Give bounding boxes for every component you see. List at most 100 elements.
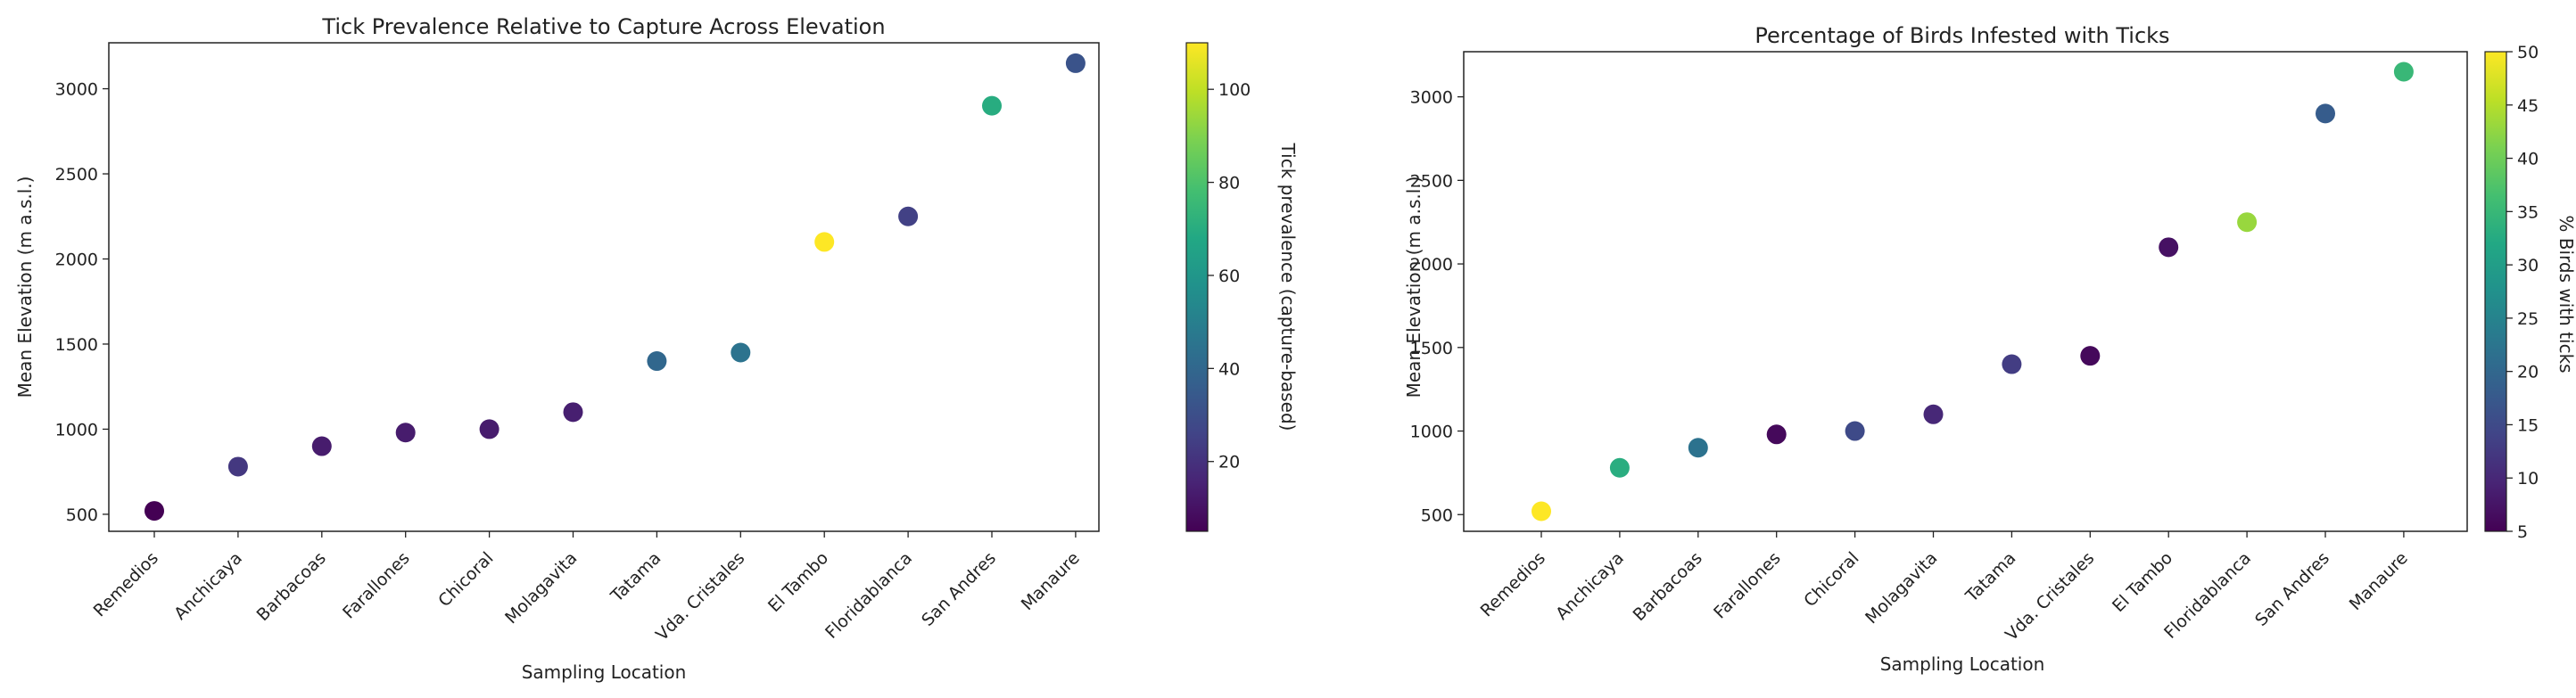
chart-left-ylabel-group: Mean Elevation (m a.s.l.) [14,177,36,398]
chart-right-cbtick-label: 25 [2517,309,2539,329]
chart-left-xtick-label: El Tambo [764,548,832,616]
chart-left-xtick-label: Floridablanca [822,548,916,643]
chart-right-point [2237,212,2258,233]
chart-right-ytick-label: 500 [1421,505,1453,525]
chart-right-cbtick-label: 20 [2517,363,2539,382]
chart-right-cbtick-label: 35 [2517,202,2539,222]
chart-right-point [2159,237,2179,258]
chart-right-point [2080,346,2101,366]
chart-left-xtick-label: Remedios [90,548,162,620]
chart-right-xtick-label: Chicoral [1800,548,1862,611]
chart-left-point [982,95,1002,116]
chart-right-xlabel: Sampling Location [1880,653,2045,675]
chart-right-point [2393,62,2414,82]
chart-left-ytick-label: 3000 [55,80,98,100]
chart-right-xtick-label: San Andres [2251,548,2333,630]
chart-left-xtick-label: Tatama [607,548,665,606]
chart-right-xtick-label: Farallones [1710,548,1785,623]
chart-left-x-axis: Remedios Anchicaya Barbacoas Farallones Chic… [90,531,1084,645]
chart-left-xtick-label: Vda. Cristales [652,548,748,645]
chart-right-xtick-label: Molagavita [1862,548,1941,628]
chart-left-colorbar-ticks: 20 40 60 80 100 [1208,80,1251,472]
chart-left-xtick-label: Manaure [1018,548,1084,614]
chart-right-point [2316,103,2335,124]
chart-right-ytick-label: 2500 [1410,171,1453,191]
chart-right-point [1609,457,1630,478]
chart-right-xtick-label: Remedios [1477,548,1549,620]
chart-left-plot-frame [108,42,1100,532]
chart-right-xtick-label: Barbacoas [1630,548,1706,625]
chart-right-x-axis: Remedios Anchicaya Barbacoas Farallones Chic… [1477,531,2412,645]
chart-right-xtick-label: Anchicaya [1552,548,1628,624]
chart-left-xtick-label: San Andres [918,548,1000,630]
chart-left-colorbar [1185,42,1209,532]
chart-left-ytick-label: 1000 [55,420,98,439]
chart-left-point [395,423,416,443]
chart-right-colorbar-ticks: 5 10 15 20 25 30 35 40 45 50 [2506,43,2539,542]
chart-left-cbtick-label: 40 [1218,359,1240,379]
chart-left-point [647,351,667,372]
chart-right-ytick-label: 1000 [1410,423,1453,442]
chart-left-title: Tick Prevalence Relative to Capture Acro… [321,14,885,39]
chart-left-xtick-label: Chicoral [434,548,497,611]
chart-right-y-axis: 500 1000 1500 2000 2500 3000 [1410,88,1464,525]
chart-right-colorbar-label: % Birds with ticks [2555,215,2576,373]
chart-right-ytick-label: 3000 [1410,88,1453,108]
chart-left-ytick-label: 500 [66,505,98,525]
chart-left-point [479,419,500,439]
chart-left: Tick Prevalence Relative to Capture Acro… [14,14,1299,683]
chart-left-point [898,206,919,226]
chart-left-point [144,501,164,521]
chart-right-ytick-label: 2000 [1410,255,1453,275]
chart-right-point [1532,501,1551,521]
chart-right-xtick-label: El Tambo [2109,548,2176,616]
chart-right: Percentage of Birds Infested with Ticks … [1403,23,2576,675]
chart-left-point [731,342,751,363]
chart-right-plot-frame [1463,51,2468,532]
chart-right-ylabel-group: Mean Elevation (m a.s.l.) [1403,177,1424,398]
chart-left-cbtick-label: 60 [1218,267,1240,286]
chart-left-xtick-label: Farallones [339,548,414,623]
chart-left-xtick-label: Barbacoas [253,548,330,625]
chart-left-point [227,456,248,477]
chart-right-cbtick-label: 50 [2517,43,2539,62]
chart-right-cbtick-label: 15 [2517,415,2539,435]
chart-left-ytick-label: 1500 [55,335,98,355]
chart-left-cbtick-label: 20 [1218,453,1240,472]
chart-left-y-axis: 500 1000 1500 2000 2500 3000 [55,80,109,525]
chart-right-cbtick-label: 45 [2517,96,2539,116]
chart-right-colorbar-label-group: % Birds with ticks [2555,215,2576,373]
chart-right-point [1766,424,1787,445]
chart-right-colorbar [2484,51,2507,532]
chart-left-ytick-label: 2000 [55,250,98,269]
chart-left-colorbar-label-group: Tick prevalence (capture-based) [1277,143,1299,431]
chart-right-ytick-label: 1500 [1410,339,1453,358]
chart-left-xlabel: Sampling Location [522,661,687,683]
chart-right-xtick-label: Tatama [1961,548,2019,606]
chart-left-cbtick-label: 100 [1218,80,1251,100]
chart-left-xtick-label: Anchicaya [170,548,246,624]
chart-right-title: Percentage of Birds Infested with Ticks [1754,23,2169,48]
chart-left-points [144,53,1086,521]
chart-right-point [2002,354,2022,374]
chart-left-point [311,436,332,456]
chart-right-xtick-label: Manaure [2346,548,2412,614]
chart-left-ytick-label: 2500 [55,165,98,185]
chart-left-cbtick-label: 80 [1218,174,1240,193]
chart-left-ylabel: Mean Elevation (m a.s.l.) [14,177,36,398]
chart-right-cbtick-label: 10 [2517,469,2539,489]
chart-right-point [1923,404,1944,424]
chart-left-colorbar-label: Tick prevalence (capture-based) [1277,143,1299,431]
chart-right-cbtick-label: 5 [2517,522,2528,542]
chart-right-cbtick-label: 30 [2517,256,2539,275]
chart-right-points [1532,62,2414,521]
chart-left-point [1065,53,1086,73]
chart-right-cbtick-label: 40 [2517,150,2539,169]
chart-right-ylabel: Mean Elevation (m a.s.l.) [1403,177,1424,398]
chart-left-point [563,402,583,423]
chart-left-point [814,232,835,252]
chart-right-point [1845,421,1865,441]
chart-right-point [1688,438,1708,458]
chart-left-xtick-label: Molagavita [501,548,581,628]
